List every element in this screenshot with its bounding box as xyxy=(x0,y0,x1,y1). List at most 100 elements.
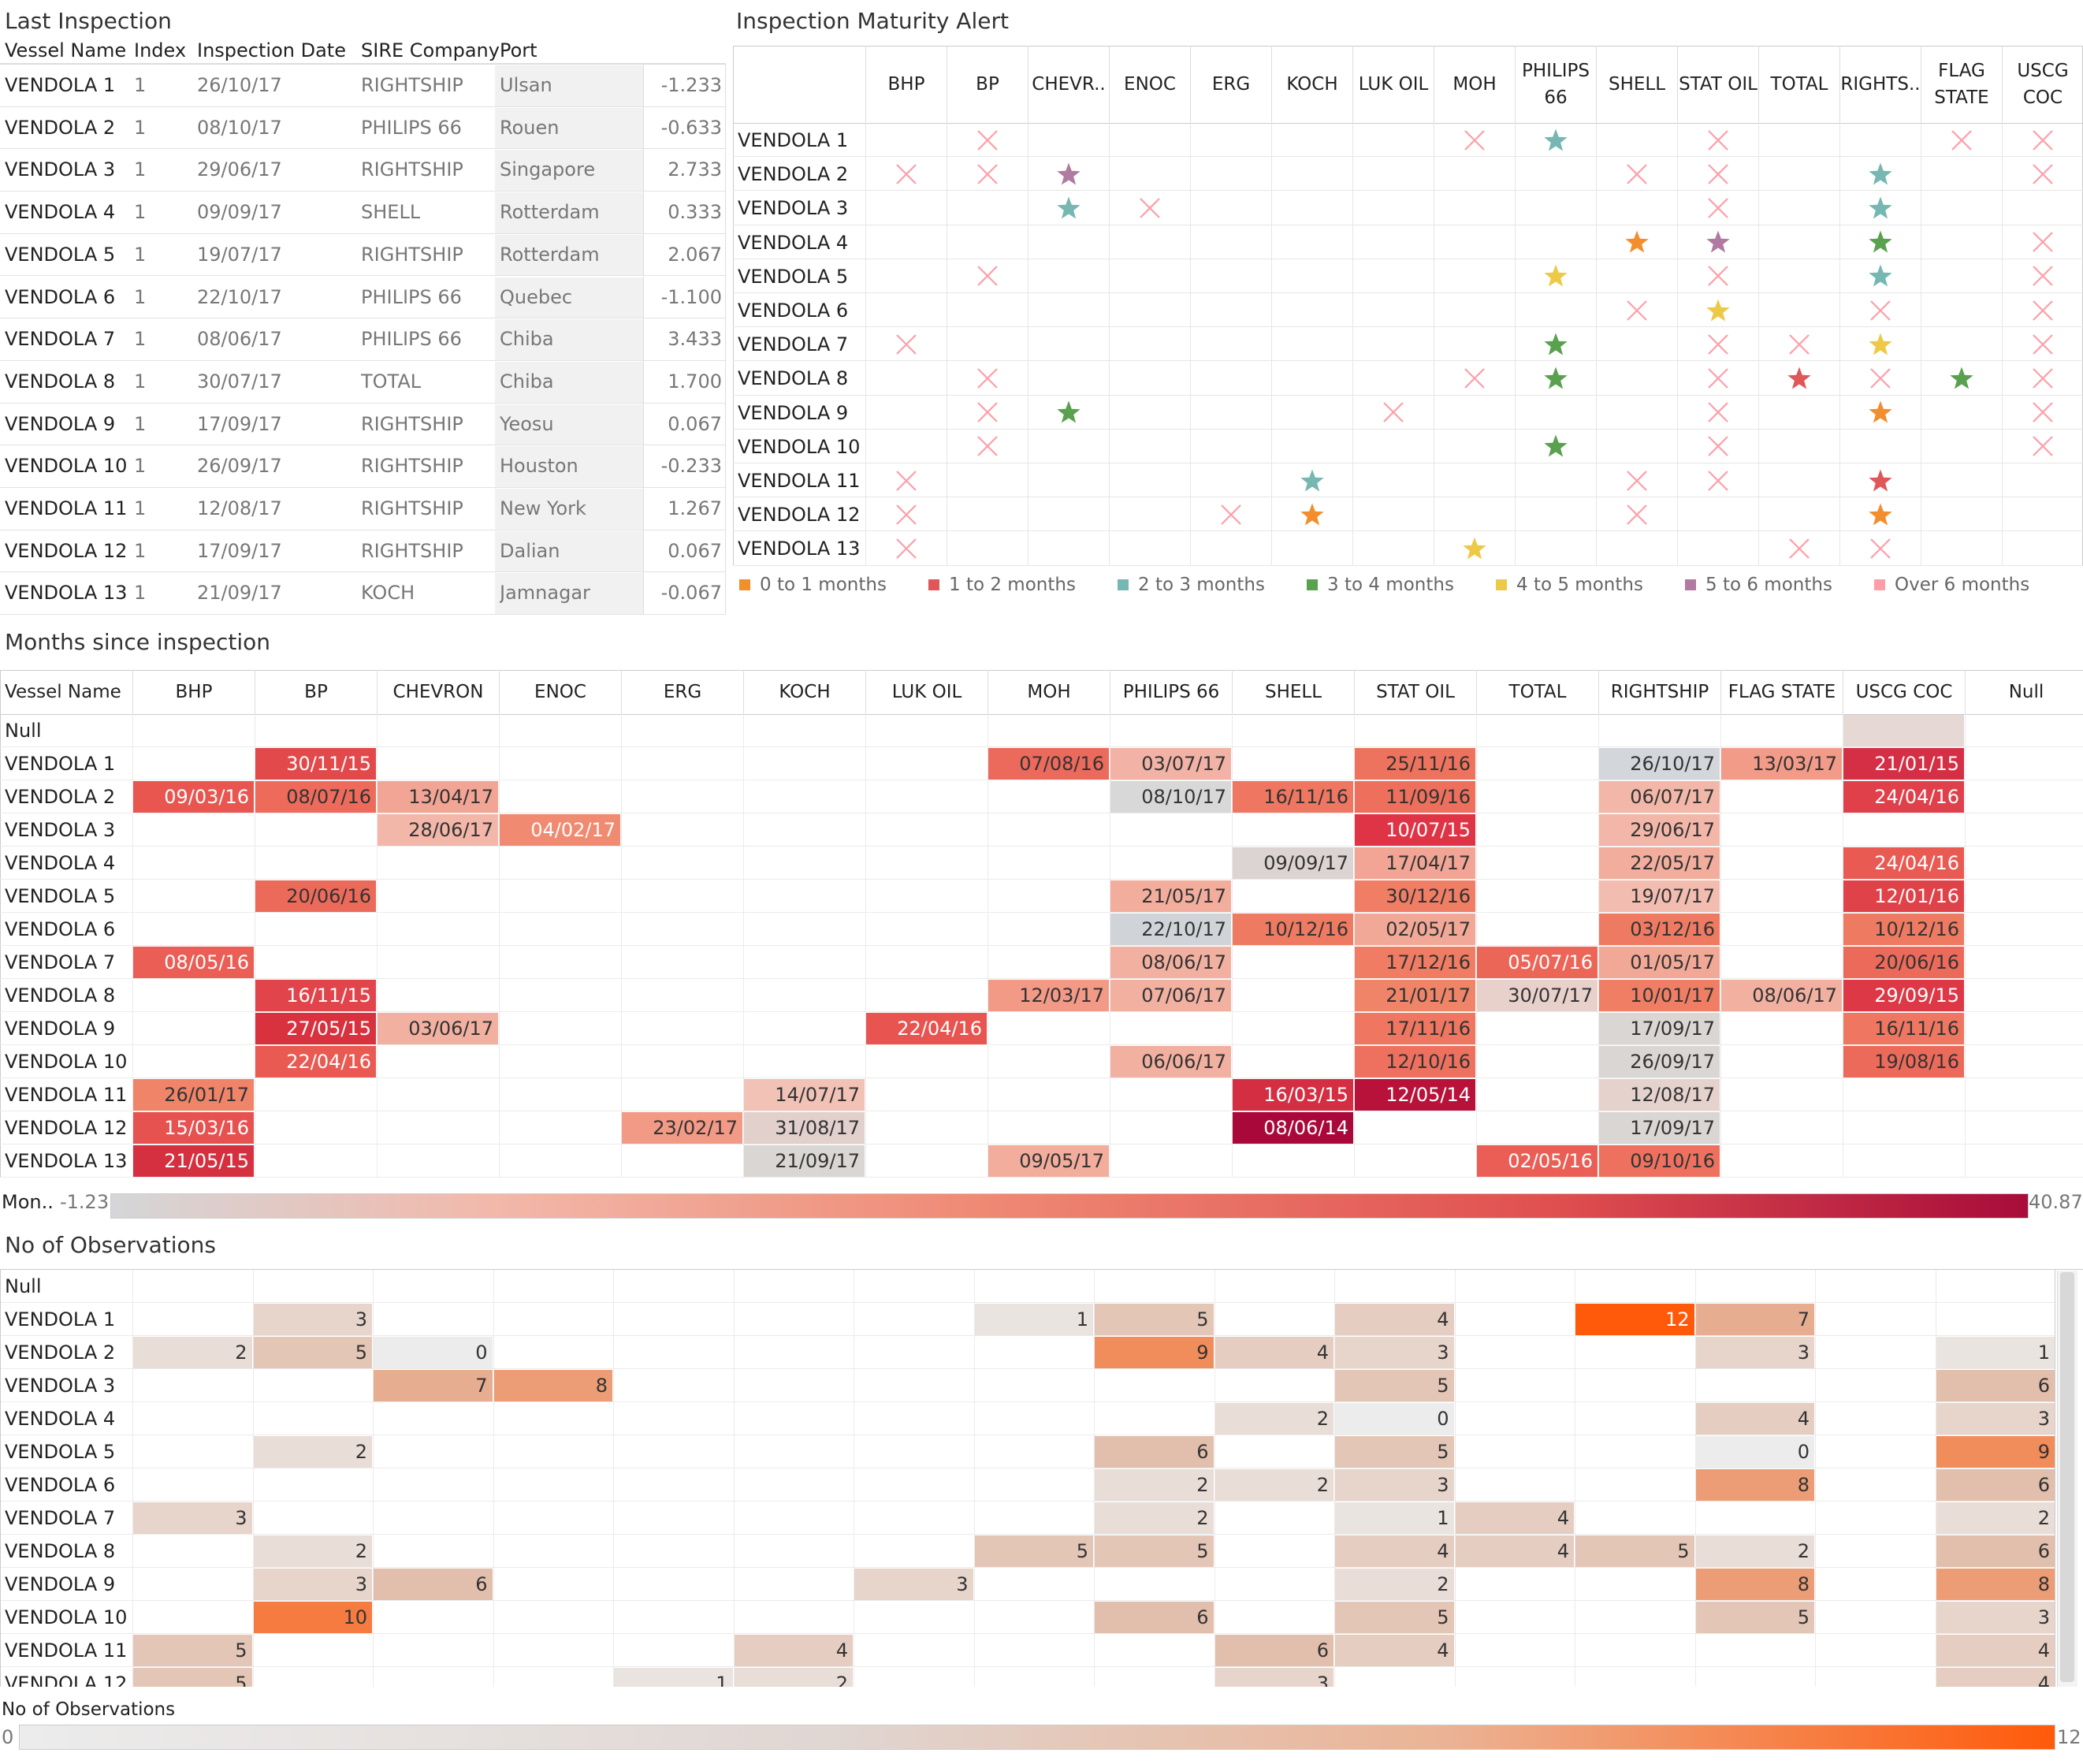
legend-item[interactable]: 2 to 3 months xyxy=(1118,575,1265,595)
observation-row[interactable] xyxy=(0,1568,2055,1601)
matrix-row[interactable] xyxy=(733,531,2083,566)
column-header[interactable]: TOTAL xyxy=(1758,46,1839,123)
overdue-x-icon[interactable] xyxy=(1948,127,1975,154)
observation-cell[interactable]: 2 xyxy=(253,1535,372,1567)
heatmap-cell[interactable]: 04/02/17 xyxy=(500,814,620,846)
heatmap-cell[interactable]: 22/04/16 xyxy=(255,1046,376,1077)
observation-cell[interactable]: 1 xyxy=(974,1304,1093,1335)
table-row[interactable] xyxy=(0,530,725,573)
observation-cell[interactable]: 0 xyxy=(1335,1403,1454,1435)
column-header[interactable]: RIGHTS.. xyxy=(1839,46,1921,123)
observation-cell[interactable]: 5 xyxy=(1095,1304,1214,1335)
observation-cell[interactable]: 5 xyxy=(1695,1602,1814,1633)
heatmap-cell[interactable]: 05/07/16 xyxy=(1477,947,1598,978)
overdue-x-icon[interactable] xyxy=(893,501,920,528)
star-icon[interactable] xyxy=(1867,195,1894,221)
table-row[interactable] xyxy=(0,572,725,616)
observation-cell[interactable]: 0 xyxy=(374,1337,493,1368)
observation-row[interactable] xyxy=(0,1435,2055,1468)
heatmap-cell[interactable]: 12/03/17 xyxy=(988,980,1109,1011)
heatmap-cell[interactable]: 30/11/15 xyxy=(255,748,376,780)
column-header[interactable]: FLAG STATE xyxy=(1720,670,1843,714)
star-icon[interactable] xyxy=(1867,399,1894,426)
observation-cell[interactable]: 8 xyxy=(1936,1569,2055,1600)
overdue-x-icon[interactable] xyxy=(1705,262,1731,289)
heatmap-cell[interactable]: 31/08/17 xyxy=(744,1112,865,1144)
overdue-x-icon[interactable] xyxy=(1867,297,1894,324)
heatmap-cell[interactable]: 09/03/16 xyxy=(133,781,254,813)
star-icon[interactable] xyxy=(1055,399,1082,426)
heatmap-cell[interactable]: 21/09/17 xyxy=(744,1145,865,1177)
table-row[interactable] xyxy=(0,65,725,107)
observation-row[interactable] xyxy=(0,1369,2055,1402)
heatmap-cell[interactable]: 28/06/17 xyxy=(378,814,498,846)
star-icon[interactable] xyxy=(1542,127,1569,154)
observation-cell[interactable]: 0 xyxy=(1695,1436,1814,1468)
heatmap-cell[interactable]: 07/06/17 xyxy=(1110,980,1231,1011)
column-header[interactable]: USCG COC xyxy=(2002,46,2083,123)
column-header[interactable]: RIGHTSHIP xyxy=(1598,670,1720,714)
observation-cell[interactable]: 4 xyxy=(734,1635,853,1666)
overdue-x-icon[interactable] xyxy=(1705,365,1731,392)
heatmap-cell[interactable]: 12/10/16 xyxy=(1355,1046,1475,1077)
heatmap-cell[interactable]: 24/04/16 xyxy=(1843,847,1964,879)
heatmap-row[interactable] xyxy=(0,1078,2083,1111)
heatmap-row[interactable] xyxy=(0,1045,2083,1078)
column-header[interactable]: ENOC xyxy=(499,670,621,714)
heatmap-cell[interactable]: 02/05/17 xyxy=(1355,914,1475,945)
overdue-x-icon[interactable] xyxy=(893,331,920,358)
star-icon[interactable] xyxy=(1299,467,1326,494)
heatmap-cell[interactable]: 12/01/16 xyxy=(1843,880,1964,912)
table-row[interactable] xyxy=(0,192,725,234)
heatmap-row[interactable] xyxy=(0,1012,2083,1045)
heatmap-cell[interactable] xyxy=(1843,715,1964,746)
overdue-x-icon[interactable] xyxy=(2029,297,2056,324)
observation-row[interactable] xyxy=(0,1336,2055,1369)
column-header[interactable]: ERG xyxy=(621,670,743,714)
heatmap-cell[interactable]: 17/09/17 xyxy=(1599,1112,1720,1144)
heatmap-cell[interactable]: 22/05/17 xyxy=(1599,847,1720,879)
heatmap-cell[interactable]: 22/10/17 xyxy=(1110,914,1231,945)
observation-cell[interactable]: 5 xyxy=(133,1668,252,1687)
scrollbar-thumb[interactable] xyxy=(2060,1272,2074,1682)
star-icon[interactable] xyxy=(1542,433,1569,460)
overdue-x-icon[interactable] xyxy=(1867,365,1894,392)
observation-cell[interactable]: 6 xyxy=(1095,1602,1214,1633)
observation-cell[interactable]: 3 xyxy=(1214,1668,1333,1687)
observation-cell[interactable]: 6 xyxy=(1936,1370,2055,1401)
legend-item[interactable]: 3 to 4 months xyxy=(1307,575,1454,595)
observation-cell[interactable]: 2 xyxy=(1214,1469,1333,1501)
column-header-vessel-name[interactable]: Vessel Name xyxy=(5,39,127,61)
heatmap-cell[interactable]: 09/05/17 xyxy=(988,1145,1109,1177)
observation-cell[interactable]: 9 xyxy=(1936,1436,2055,1468)
column-header[interactable]: KOCH xyxy=(743,670,865,714)
matrix-row[interactable] xyxy=(733,396,2083,430)
table-row[interactable] xyxy=(0,318,725,361)
heatmap-cell[interactable]: 08/05/16 xyxy=(133,947,254,978)
overdue-x-icon[interactable] xyxy=(2029,331,2056,358)
overdue-x-icon[interactable] xyxy=(893,161,920,188)
heatmap-cell[interactable]: 17/11/16 xyxy=(1355,1013,1475,1044)
observation-cell[interactable]: 5 xyxy=(1335,1370,1454,1401)
heatmap-cell[interactable]: 10/07/15 xyxy=(1355,814,1475,846)
legend-item[interactable]: Over 6 months xyxy=(1874,575,2029,595)
observation-cell[interactable]: 4 xyxy=(1214,1337,1333,1368)
heatmap-cell[interactable]: 25/11/16 xyxy=(1355,748,1475,780)
heatmap-cell[interactable]: 16/11/16 xyxy=(1233,781,1353,813)
observation-cell[interactable]: 3 xyxy=(854,1569,973,1600)
observation-cell[interactable]: 9 xyxy=(1095,1337,1214,1368)
column-header-sire-company[interactable]: SIRE Company xyxy=(361,39,500,61)
column-header[interactable]: STAT OIL xyxy=(1677,46,1758,123)
matrix-row[interactable] xyxy=(733,327,2083,362)
overdue-x-icon[interactable] xyxy=(974,127,1001,154)
column-header[interactable]: BHP xyxy=(132,670,255,714)
heatmap-cell[interactable]: 10/12/16 xyxy=(1843,914,1964,945)
heatmap-cell[interactable]: 14/07/17 xyxy=(744,1079,865,1111)
observation-cell[interactable]: 2 xyxy=(1936,1502,2055,1534)
observation-cell[interactable]: 2 xyxy=(1095,1502,1214,1534)
heatmap-cell[interactable]: 21/05/15 xyxy=(133,1145,254,1177)
star-icon[interactable] xyxy=(1624,229,1650,255)
heatmap-cell[interactable]: 17/04/17 xyxy=(1355,847,1475,879)
matrix-row[interactable] xyxy=(733,497,2083,532)
observation-cell[interactable]: 7 xyxy=(1695,1304,1814,1335)
